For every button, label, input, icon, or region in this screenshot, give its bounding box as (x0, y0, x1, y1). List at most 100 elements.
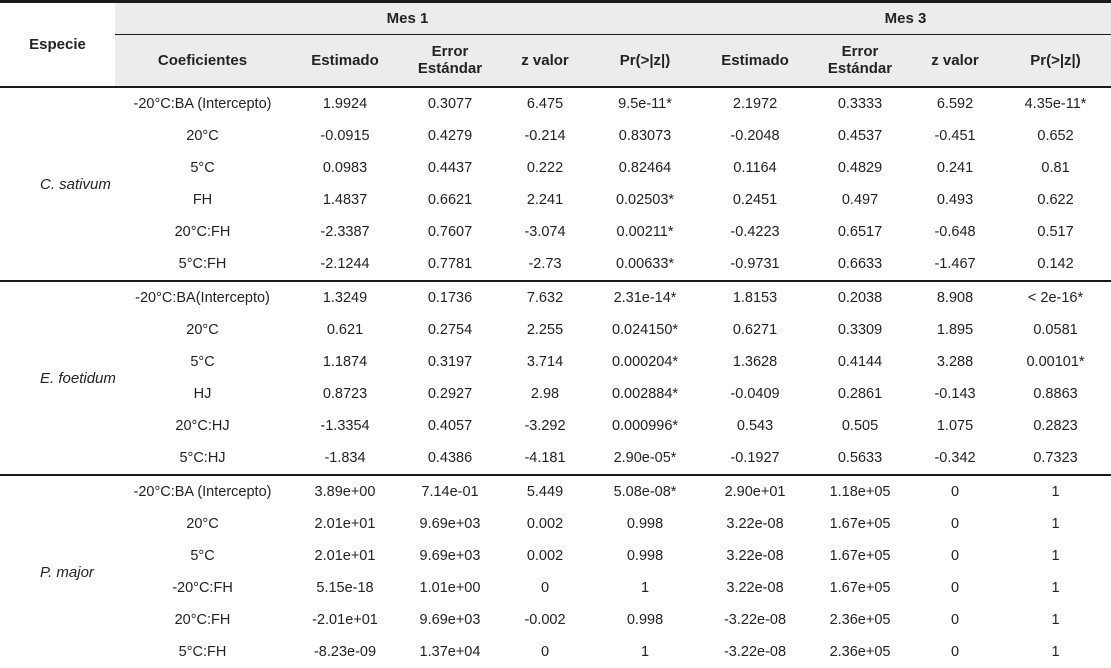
value-cell: 0.4537 (837, 128, 883, 144)
value-cell: -0.002 (524, 612, 566, 628)
value-cell: 0.4279 (427, 128, 473, 144)
value-cell: 0 (540, 644, 550, 660)
value-cell: 1 (1000, 474, 1111, 508)
value-cell: 1 (1051, 612, 1060, 628)
value-cell: 1 (640, 580, 650, 596)
value-cell: 1.37e+04 (419, 644, 481, 660)
value-cell: 1 (640, 644, 650, 660)
value-cell: -4.181 (524, 450, 566, 466)
value-cell: 1 (1051, 580, 1060, 596)
table-row: C. sativum -20°C:BA (Intercepto) 1.9924 0.3… (0, 87, 1111, 193)
coefficient-label: -20°C:BA (Intercepto) (115, 474, 290, 508)
value-cell: 0.998 (626, 516, 664, 532)
coefficient-label: HJ (193, 386, 212, 402)
value-cell: 3.22e-08 (726, 548, 784, 564)
value-cell: 2.01e+01 (314, 548, 376, 564)
value-cell: -2.73 (528, 256, 562, 272)
table-row: FH 1.4837 0.6621 2.241 0.02503* 0.2451 0.497 0.… (0, 184, 1111, 216)
value-cell: 2.98 (530, 386, 560, 402)
value-cell: 0.3077 (427, 96, 473, 112)
value-cell: 0.000996* (611, 418, 679, 434)
col-header-z-valor-mes1: z valor (500, 34, 590, 87)
table-row: 5°C:FH -8.23e-09 1.37e+04 0 1 -3.22e-08 2.36e+… (0, 636, 1111, 668)
value-cell: 0.6633 (837, 256, 883, 272)
group-header-mes1: Mes 1 (115, 1, 701, 35)
value-cell: 1.67e+05 (829, 516, 891, 532)
value-cell: -2.1244 (320, 256, 370, 272)
coefficient-label: 20°C:FH (174, 612, 231, 628)
value-cell: 4.35e-11* (1024, 96, 1087, 112)
value-cell: -0.451 (934, 128, 976, 144)
table-row: 20°C 2.01e+01 9.69e+03 0.002 0.998 3.22e-08 1.… (0, 508, 1111, 540)
value-cell: 0.00101* (1026, 354, 1085, 370)
value-cell: 0.3197 (427, 354, 473, 370)
value-cell: 3.714 (526, 354, 564, 370)
value-cell: 9.69e+03 (419, 548, 481, 564)
coefficient-label: -20°C:BA(Intercepto) (115, 280, 290, 314)
coefficient-label: 20°C:FH (174, 224, 231, 240)
table-row: 5°C 1.1874 0.3197 3.714 0.000204* 1.3628 0.414… (0, 346, 1111, 378)
value-cell: 2.90e+01 (700, 474, 811, 508)
coefficient-label: 20°C (186, 128, 219, 144)
value-cell: 0.002 (526, 516, 564, 532)
value-cell: 0.7781 (427, 256, 473, 272)
col-header-error-estandar-mes3: Error Estándar (810, 34, 911, 87)
value-cell: -1.3354 (320, 418, 370, 434)
value-cell: 0.4829 (837, 160, 883, 176)
col-header-z-valor-mes3: z valor (910, 34, 1001, 87)
value-cell: 1.8153 (700, 280, 811, 314)
value-cell: 0.505 (841, 418, 879, 434)
species-label: P. major (0, 474, 115, 668)
coefficient-label: 20°C (186, 322, 219, 338)
value-cell: 5.15e-18 (316, 580, 374, 596)
table-row: 20°C:HJ -1.3354 0.4057 -3.292 0.000996* 0.543… (0, 410, 1111, 442)
value-cell: -0.1927 (730, 450, 780, 466)
coefficient-label: 20°C:HJ (175, 418, 230, 434)
value-cell: 5.08e-08* (590, 474, 701, 508)
value-cell: 0.7607 (427, 224, 473, 240)
value-cell: 3.288 (936, 354, 974, 370)
col-header-pr-mes1: Pr(>|z|) (590, 34, 701, 87)
value-cell: 0.83073 (618, 128, 672, 144)
value-cell: -0.0409 (730, 386, 780, 402)
value-cell: 0.8723 (322, 386, 368, 402)
value-cell: 0.2754 (427, 322, 473, 338)
value-cell: 0.3309 (837, 322, 883, 338)
value-cell: 0.6517 (837, 224, 883, 240)
value-cell: 6.592 (936, 96, 974, 112)
table-header: Especie Mes 1 Mes 3 Coeficientes Estimad… (0, 1, 1111, 87)
value-cell: 0.2038 (810, 280, 911, 314)
coefficient-label: -20°C:FH (172, 580, 233, 596)
coefficient-label: 5°C:HJ (179, 450, 226, 466)
value-cell: 2.1972 (732, 96, 778, 112)
coefficient-label: 5°C:FH (178, 644, 227, 660)
value-cell: < 2e-16* (1000, 280, 1111, 314)
value-cell: 0.02503* (615, 192, 675, 208)
value-cell: 0.002884* (611, 386, 679, 402)
value-cell: -3.292 (524, 418, 566, 434)
value-cell: -8.23e-09 (313, 644, 377, 660)
coefficient-label: FH (192, 192, 213, 208)
value-cell: 0.00211* (616, 224, 674, 240)
value-cell: 0 (910, 474, 1001, 508)
table-row: P. major -20°C:BA (Intercepto) 3.89e+00 7.1… (0, 474, 1111, 668)
value-cell: 3.22e-08 (726, 516, 784, 532)
value-cell: 0.497 (841, 192, 879, 208)
value-cell: 8.908 (910, 280, 1001, 314)
value-cell: 9.69e+03 (419, 612, 481, 628)
value-cell: 0.2861 (837, 386, 883, 402)
value-cell: 1.67e+05 (829, 548, 891, 564)
col-header-estimado-mes1: Estimado (290, 34, 400, 87)
table-row: 20°C:FH -2.3387 0.7607 -3.074 0.00211* -0.422… (0, 216, 1111, 248)
value-cell: 0.241 (936, 160, 974, 176)
value-cell: -2.01e+01 (312, 612, 378, 628)
value-cell: 1.075 (936, 418, 974, 434)
table-row: 5°C 2.01e+01 9.69e+03 0.002 0.998 3.22e-08 1.6… (0, 540, 1111, 572)
value-cell: -0.4223 (730, 224, 780, 240)
value-cell: 0.0983 (322, 160, 368, 176)
value-cell: 0 (950, 516, 960, 532)
value-cell: 1.01e+00 (419, 580, 481, 596)
species-label: C. sativum (40, 175, 111, 193)
table-row: 20°C 0.621 0.2754 2.255 0.024150* 0.6271 0.330… (0, 314, 1111, 346)
